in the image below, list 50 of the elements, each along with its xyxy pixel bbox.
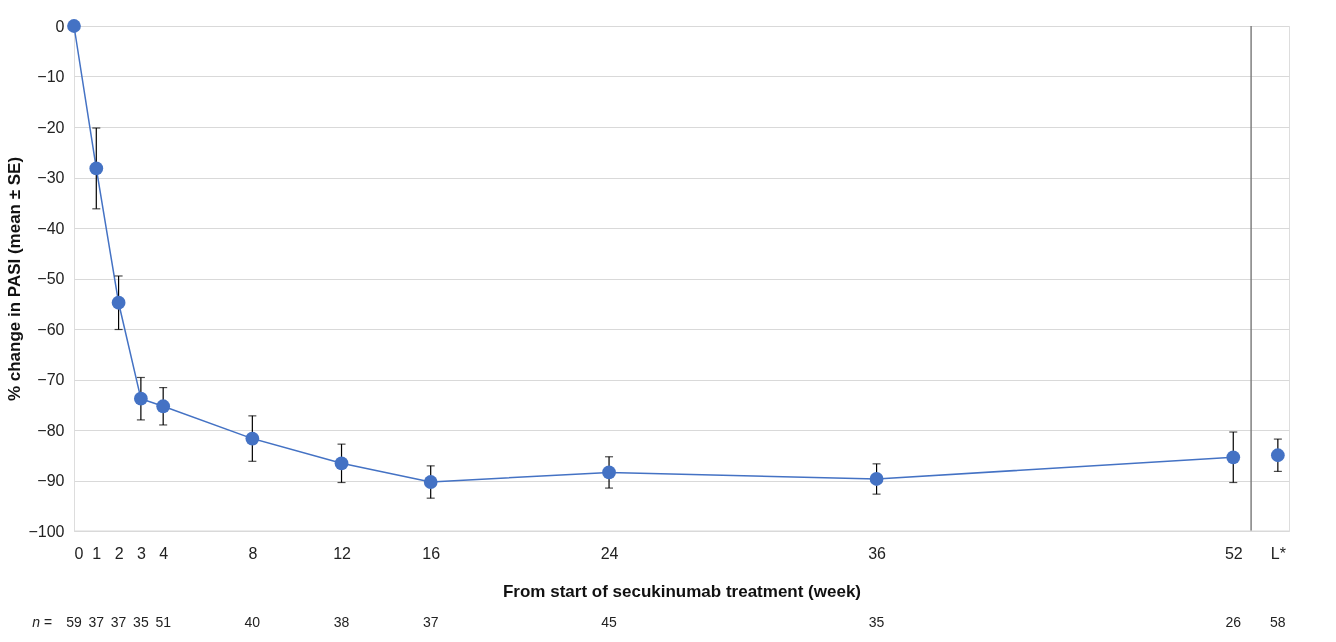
point bbox=[89, 161, 104, 176]
y-tick-label: −30 bbox=[37, 169, 65, 186]
text: 37 bbox=[422, 614, 439, 630]
y-axis-title: % change in PASI (mean ± SE) bbox=[5, 156, 25, 402]
y-tick-label: −90 bbox=[37, 472, 65, 489]
point bbox=[1270, 448, 1285, 463]
point bbox=[133, 391, 148, 406]
point bbox=[1226, 450, 1241, 465]
point bbox=[602, 465, 616, 480]
y-tick-label: −100 bbox=[28, 522, 65, 540]
text: 37 bbox=[110, 614, 127, 630]
text: 37 bbox=[88, 614, 105, 630]
x-tick-label: 0 bbox=[74, 544, 84, 562]
x-tick-label: 24 bbox=[600, 544, 619, 562]
x-tick-label: 3 bbox=[136, 544, 146, 562]
y-tick-label: −50 bbox=[37, 270, 65, 287]
y-tick-label: 0 bbox=[55, 17, 65, 35]
text: 35 bbox=[868, 614, 885, 630]
x-tick-label: 36 bbox=[868, 544, 887, 562]
point bbox=[111, 295, 126, 310]
x-tick-label: 8 bbox=[248, 544, 258, 562]
x-tick-label: 4 bbox=[159, 544, 169, 562]
text: n = bbox=[32, 614, 52, 630]
text: 45 bbox=[601, 614, 618, 630]
y-tick-label: −80 bbox=[37, 421, 65, 439]
point bbox=[156, 399, 171, 414]
x-tick-label: 16 bbox=[422, 544, 441, 562]
point bbox=[334, 456, 349, 471]
x-tick-label: 52 bbox=[1224, 544, 1243, 562]
point bbox=[245, 431, 260, 446]
x-tick-label: 2 bbox=[114, 544, 124, 562]
x-axis-title: From start of secukinumab treatment (week) bbox=[502, 581, 862, 601]
y-tick-label: −40 bbox=[37, 219, 65, 237]
text: 59 bbox=[66, 614, 82, 630]
text: 51 bbox=[155, 614, 172, 630]
point bbox=[423, 475, 438, 489]
x-tick-label: 12 bbox=[333, 544, 352, 562]
y-tick-label: −20 bbox=[37, 118, 65, 136]
text: 58 bbox=[1270, 614, 1286, 630]
text: 38 bbox=[333, 614, 350, 630]
x-tick-label: L* bbox=[1270, 544, 1286, 562]
point bbox=[67, 19, 81, 33]
text: 35 bbox=[133, 614, 149, 630]
y-tick-label: −60 bbox=[37, 320, 65, 338]
x-tick-label: 1 bbox=[92, 544, 102, 562]
y-tick-label: −70 bbox=[37, 371, 65, 388]
text: 40 bbox=[244, 614, 261, 630]
y-tick-label: −10 bbox=[37, 68, 65, 85]
text: 26 bbox=[1225, 614, 1242, 630]
point bbox=[869, 472, 884, 486]
